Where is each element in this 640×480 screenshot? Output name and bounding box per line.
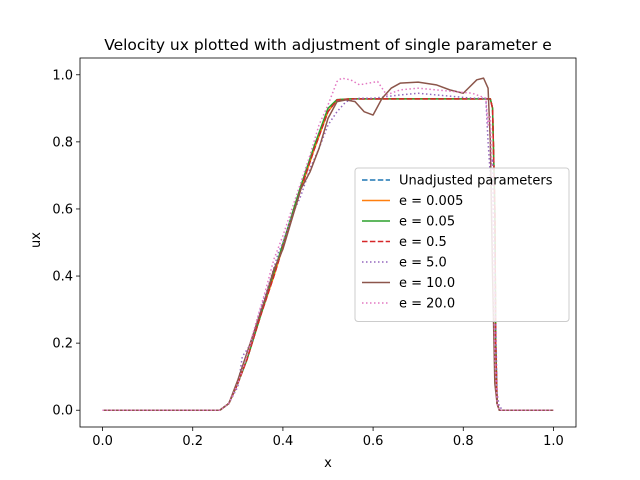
x-tick-label: 1.0 [543, 434, 564, 449]
x-tick-label: 0.6 [363, 434, 384, 449]
y-axis-label: ux [29, 232, 44, 248]
axes: 0.0 0.2 0.4 0.6 0.8 1.0 0.0 0.2 0.4 0.6 0.8 1.0 [52, 57, 577, 449]
x-tick-label: 0.2 [182, 434, 203, 449]
axes-frame [79, 57, 577, 428]
legend: Unadjusted parameters e = 0.005 e = 0.05 e … [354, 167, 570, 322]
y-tick-label: 0.2 [52, 337, 73, 352]
x-tick-label: 0.0 [92, 434, 113, 449]
legend-entry-0: Unadjusted parameters [399, 174, 553, 189]
legend-entry-6: e = 20.0 [399, 297, 455, 312]
x-tick-label: 0.4 [273, 434, 294, 449]
y-tick-label: 0.8 [52, 135, 73, 150]
legend-entry-2: e = 0.05 [399, 215, 455, 230]
legend-entry-4: e = 5.0 [399, 256, 447, 271]
legend-entry-5: e = 10.0 [399, 276, 455, 291]
y-tick-label: 0.0 [52, 404, 73, 419]
y-tick-label: 0.6 [52, 202, 73, 217]
x-tick-label: 0.8 [453, 434, 474, 449]
y-tick-label: 1.0 [52, 68, 73, 83]
legend-entry-3: e = 0.5 [399, 235, 447, 250]
series-line-6 [102, 77, 554, 411]
legend-entry-1: e = 0.005 [399, 194, 463, 209]
series-line-5 [102, 77, 554, 411]
legend-box [354, 167, 570, 322]
chart-title: Velocity ux plotted with adjustment of s… [104, 36, 552, 54]
y-tick-label: 0.4 [52, 270, 73, 285]
x-axis-label: x [324, 456, 332, 471]
